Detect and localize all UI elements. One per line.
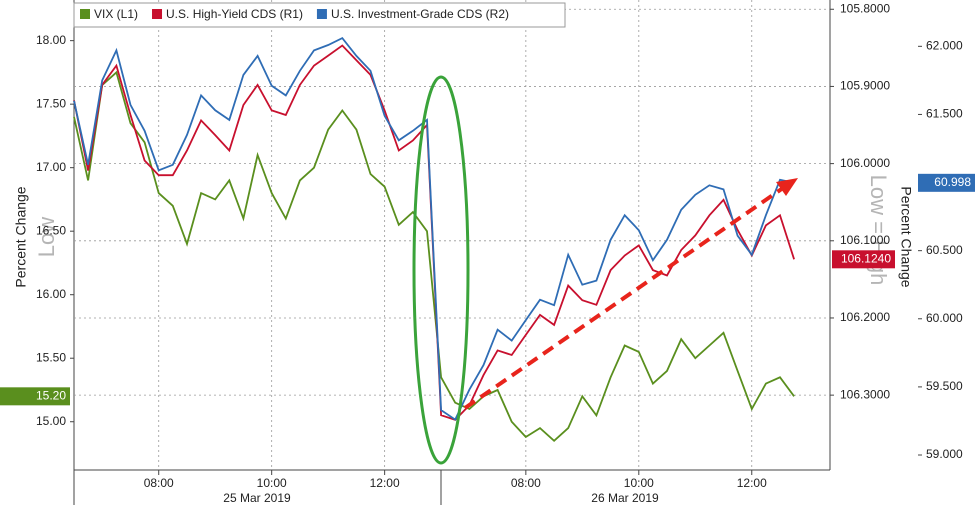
y3-tick-label: 60.500 xyxy=(926,243,963,257)
y-tick-label: 15.50 xyxy=(36,350,66,364)
x-tick-label: 10:00 xyxy=(257,476,287,490)
y-axis-label: Percent Change xyxy=(13,186,29,287)
x-tick-label: 10:00 xyxy=(624,476,654,490)
y3-tick-label: 62.000 xyxy=(926,38,963,52)
x-tick-label: 12:00 xyxy=(370,476,400,490)
last-value-tag xyxy=(0,387,70,406)
x-tick-label: 08:00 xyxy=(511,476,541,490)
y-tick-label: 17.50 xyxy=(36,96,66,110)
y-tick-label: 15.00 xyxy=(36,414,66,428)
y3-tick-label: 60.000 xyxy=(926,311,963,325)
x-tick-label: 12:00 xyxy=(737,476,767,490)
annotation-low-high: Low = High xyxy=(866,175,891,286)
y2-tick-label: 106.0000 xyxy=(840,156,890,170)
last-value-label: 15.20 xyxy=(36,388,66,402)
highlight-ellipse xyxy=(412,75,470,465)
legend-swatch xyxy=(316,9,327,19)
trend-arrow xyxy=(463,186,785,410)
trend-arrowhead xyxy=(776,178,798,196)
y2-tick-label: 105.8000 xyxy=(840,1,890,15)
y-tick-label: 18.00 xyxy=(36,33,66,47)
legend-label: U.S. Investment-Grade CDS (R2) xyxy=(331,7,509,21)
y-tick-label: 16.50 xyxy=(36,223,66,237)
annotation-low: Low xyxy=(34,217,59,257)
y3-tick-label: 59.500 xyxy=(926,379,963,393)
legend-label: VIX (L1) xyxy=(94,7,138,21)
y3-tick-label: 61.500 xyxy=(926,107,963,121)
series-line xyxy=(73,70,795,443)
legend-swatch xyxy=(152,9,163,19)
legend-label: U.S. High-Yield CDS (R1) xyxy=(166,7,303,21)
y-tick-label: 17.00 xyxy=(36,160,66,174)
legend-swatch xyxy=(80,9,90,19)
y2-tick-label: 106.3000 xyxy=(840,387,890,401)
y-tick-label: 16.00 xyxy=(36,287,66,301)
last-value-label: 106.1240 xyxy=(841,251,891,265)
x-tick-label: 08:00 xyxy=(144,476,174,490)
day-label: 26 Mar 2019 xyxy=(591,491,659,505)
y2-tick-label: 105.9000 xyxy=(840,79,890,93)
series-line xyxy=(73,36,795,421)
legend: VIX (L1) U.S. High-Yield CDS (R1) U.S. Inv… xyxy=(80,7,509,21)
day-label: 25 Mar 2019 xyxy=(223,491,291,505)
y3-axis-label: Percent Change xyxy=(898,186,914,287)
y2-tick-label: 106.2000 xyxy=(840,310,890,324)
y2-tick-label: 106.1000 xyxy=(840,233,890,247)
y3-tick-label: 59.000 xyxy=(926,447,963,461)
last-value-label: 60.998 xyxy=(934,175,971,189)
last-value-tag xyxy=(832,250,895,269)
last-value-tag xyxy=(918,173,975,192)
